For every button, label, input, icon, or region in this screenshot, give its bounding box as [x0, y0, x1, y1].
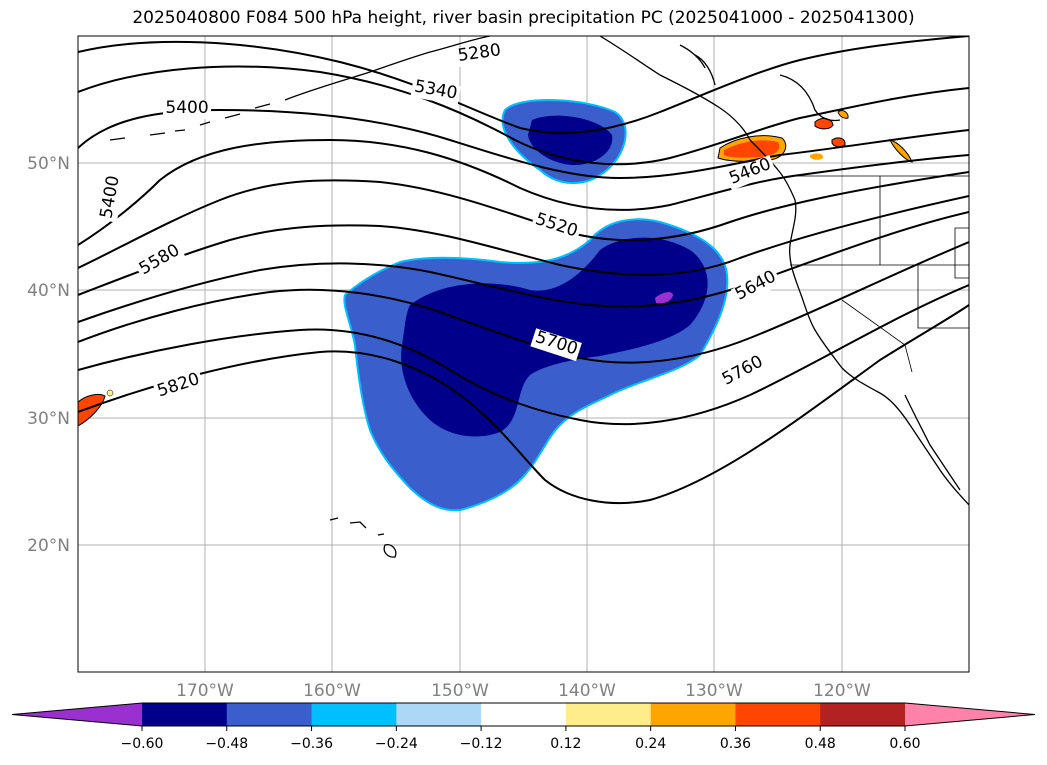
coastlines [109, 36, 969, 558]
colorbar-extend-low [12, 703, 142, 726]
map-frame [77, 35, 970, 673]
colorbar-tick-label: −0.48 [205, 736, 248, 752]
colorbar-tick-label: 0.48 [805, 736, 836, 752]
colorbar-segment [650, 703, 736, 726]
colorbar-segment [396, 703, 482, 726]
colorbar-extend-high [905, 703, 1035, 726]
colorbar-tick-label: 0.12 [550, 736, 581, 752]
colorbar-tick-label: −0.12 [460, 736, 503, 752]
colorbar-segment [820, 703, 906, 726]
colorbar-tick-label: 0.36 [720, 736, 751, 752]
colorbar-segment [226, 703, 313, 726]
lon-label-160w: 160°W [303, 681, 361, 701]
colorbar-segment [565, 703, 652, 726]
colorbar-tick-label: 0.24 [635, 736, 666, 752]
colorbar: −0.60 −0.48 −0.36 −0.24 −0.12 0.12 0.24 0.36 0.4… [11, 702, 1036, 752]
map-title: 2025040800 F084 500 hPa height, river ba… [132, 8, 915, 28]
precip-anomaly-bc-coast [717, 110, 913, 163]
height-contours [78, 36, 969, 505]
colorbar-segment [311, 703, 397, 726]
precip-anomaly-west-edge [78, 389, 114, 427]
colorbar-segment [142, 703, 228, 726]
lat-label-50n: 50°N [27, 154, 70, 174]
colorbar-tick-label: −0.36 [290, 736, 333, 752]
lon-label-120w: 120°W [813, 681, 871, 701]
longitude-labels: 170°W 160°W 150°W 140°W 130°W 120°W [176, 681, 871, 701]
lon-label-130w: 130°W [685, 681, 743, 701]
lat-label-20n: 20°N [27, 536, 70, 556]
lat-label-40n: 40°N [27, 281, 70, 301]
lon-label-170w: 170°W [176, 681, 234, 701]
colorbar-tick-label: −0.60 [121, 736, 164, 752]
latitude-labels: 50°N 40°N 30°N 20°N [27, 154, 70, 556]
lon-label-140w: 140°W [558, 681, 616, 701]
precip-anomaly-min-patch [655, 292, 673, 304]
colorbar-tick-label: 0.60 [889, 736, 920, 752]
colorbar-tick-label: −0.24 [375, 736, 418, 752]
lat-label-30n: 30°N [27, 409, 70, 429]
contour-label-5400-upper: 5400 [165, 98, 208, 118]
lon-label-150w: 150°W [431, 681, 489, 701]
colorbar-segment [735, 703, 821, 726]
colorbar-segment [481, 703, 567, 726]
